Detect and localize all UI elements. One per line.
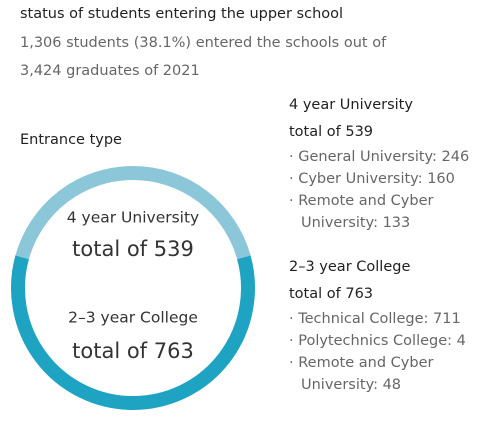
chart: 4 year University total of 539 2–3 year … [11, 166, 255, 410]
details: 4 year University total of 539 · General U… [289, 92, 479, 416]
value-label: total of 539 [72, 237, 194, 261]
subtitle: 1,306 students (38.1%) entered the schoo… [20, 35, 387, 51]
detail-item: · Cyber University: 160 [289, 171, 455, 187]
detail-group: 2–3 year College total of 763 · Technical … [289, 254, 479, 396]
title: status of students entering the upper sc… [20, 6, 344, 22]
detail-item: · Polytechnics College: 4 [289, 333, 466, 349]
segment-label: 4 year University [67, 209, 199, 227]
donut-segment [11, 255, 255, 410]
segment-label: 2–3 year College [68, 309, 198, 327]
detail-item: · General University: 246 [289, 149, 470, 165]
subtitle: 3,424 graduates of 2021 [20, 63, 200, 79]
group-name: 4 year University [289, 97, 413, 113]
group-name: 2–3 year College [289, 259, 411, 275]
donut-segment [15, 166, 251, 260]
value-label: total of 763 [72, 339, 194, 363]
chart-title: Entrance type [20, 132, 122, 148]
detail-item: · Remote and Cyber University: 48 [289, 355, 434, 393]
detail-item: · Technical College: 711 [289, 311, 461, 327]
group-total: total of 539 [289, 124, 374, 140]
detail-item: · Remote and Cyber University: 133 [289, 193, 434, 231]
group-total: total of 763 [289, 286, 374, 302]
detail-group: 4 year University total of 539 · General U… [289, 92, 479, 234]
